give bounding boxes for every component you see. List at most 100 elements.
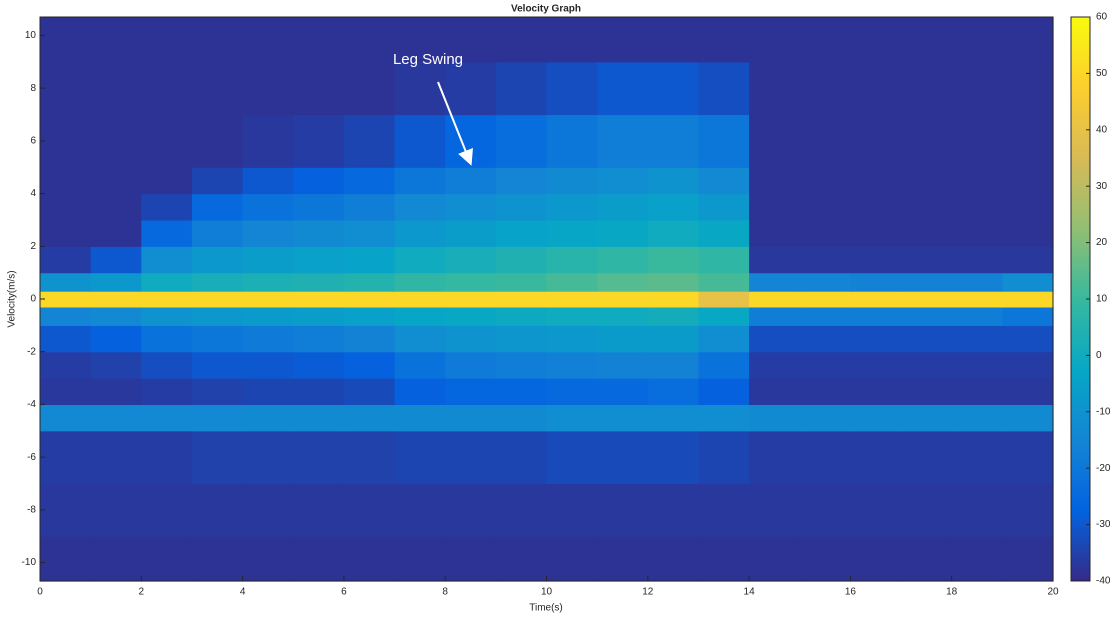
heatmap-cell (799, 193, 851, 221)
heatmap-cell (293, 325, 345, 353)
heatmap-cell (850, 306, 902, 326)
heatmap-cell (1002, 167, 1054, 195)
x-tick-label: 18 (946, 587, 958, 598)
heatmap-cell (597, 272, 649, 292)
heatmap-cell (495, 483, 548, 537)
heatmap-cell (40, 246, 92, 274)
heatmap-cell (394, 378, 446, 406)
heatmap-cell (242, 219, 294, 247)
heatmap-cell (40, 325, 92, 353)
heatmap-cell (698, 351, 750, 379)
heatmap-cell (445, 246, 497, 274)
heatmap-cell (445, 61, 497, 116)
heatmap-cell (951, 291, 1003, 308)
heatmap-cell (90, 483, 142, 537)
heatmap-cell (597, 61, 649, 116)
heatmap-cell (394, 114, 446, 168)
heatmap-cell (647, 404, 700, 432)
heatmap-cell (546, 17, 598, 63)
heatmap-cell (191, 219, 244, 247)
heatmap-cell (698, 17, 750, 63)
heatmap-cell (343, 114, 396, 168)
heatmap-cell (546, 483, 598, 537)
heatmap-cell (749, 167, 801, 195)
heatmap-cell (242, 404, 294, 432)
heatmap-cell (293, 536, 345, 582)
heatmap-cell (1002, 246, 1054, 274)
heatmap-cell (1002, 378, 1054, 406)
heatmap-cell (799, 167, 851, 195)
heatmap-cell (597, 351, 649, 379)
heatmap-cell (394, 430, 446, 485)
heatmap-cell (647, 351, 700, 379)
heatmap-cell (242, 378, 294, 406)
heatmap-cell (343, 193, 396, 221)
heatmap-cell (901, 61, 953, 116)
heatmap-cell (647, 167, 700, 195)
heatmap-cell (90, 17, 142, 63)
heatmap-cell (850, 351, 902, 379)
heatmap-cell (597, 306, 649, 326)
heatmap-cell (951, 325, 1003, 353)
y-tick-label: -10 (22, 557, 37, 568)
heatmap-cell (749, 536, 801, 582)
heatmap-cell (343, 483, 396, 537)
heatmap-cell (749, 61, 801, 116)
heatmap-cell (445, 378, 497, 406)
heatmap-cell (698, 114, 750, 168)
heatmap-cell (546, 193, 598, 221)
heatmap-cell (546, 114, 598, 168)
heatmap-cell (749, 404, 801, 432)
y-tick-label: -8 (27, 504, 36, 515)
heatmap-cell (749, 325, 801, 353)
heatmap-cell (546, 430, 598, 485)
heatmap-cell (799, 378, 851, 406)
heatmap-cell (343, 430, 396, 485)
heatmap-cell (799, 536, 851, 582)
heatmap-cell (901, 325, 953, 353)
heatmap-cell (901, 272, 953, 292)
annotation-arrow (437, 81, 473, 166)
heatmap-cell (40, 219, 92, 247)
heatmap-cell (293, 246, 345, 274)
heatmap-cell (191, 325, 244, 353)
heatmap-cell (951, 17, 1003, 63)
heatmap-cell (495, 114, 548, 168)
heatmap-cell (90, 114, 142, 168)
heatmap-cell (445, 219, 497, 247)
heatmap-cell (40, 114, 92, 168)
heatmap-cell (698, 291, 750, 308)
heatmap-cell (343, 378, 396, 406)
heatmap-cell (597, 430, 649, 485)
heatmap-cell (799, 246, 851, 274)
heatmap-cell (40, 351, 92, 379)
chart-title: Velocity Graph (511, 4, 581, 15)
heatmap-cell (951, 306, 1003, 326)
heatmap-cell (749, 114, 801, 168)
heatmap-cell (546, 61, 598, 116)
heatmap-cell (597, 246, 649, 274)
heatmap-cell (546, 378, 598, 406)
heatmap-cell (597, 536, 649, 582)
heatmap-cell (698, 404, 750, 432)
heatmap-cell (901, 167, 953, 195)
heatmap-cell (191, 378, 244, 406)
heatmap-cell (647, 219, 700, 247)
heatmap-cell (394, 246, 446, 274)
heatmap-cell (951, 61, 1003, 116)
heatmap-cell (850, 291, 902, 308)
heatmap-cell (293, 291, 345, 308)
heatmap-cell (445, 167, 497, 195)
heatmap-cell (951, 193, 1003, 221)
x-tick-label: 2 (139, 587, 145, 598)
heatmap-cell (546, 219, 598, 247)
heatmap-cell (495, 61, 548, 116)
heatmap-cell (850, 430, 902, 485)
heatmap-cell (698, 483, 750, 537)
heatmap-cell (40, 61, 92, 116)
heatmap-cell (799, 114, 851, 168)
heatmap-cell (141, 193, 193, 221)
heatmap-cell (90, 430, 142, 485)
heatmap-cell (951, 483, 1003, 537)
heatmap-cell (749, 193, 801, 221)
